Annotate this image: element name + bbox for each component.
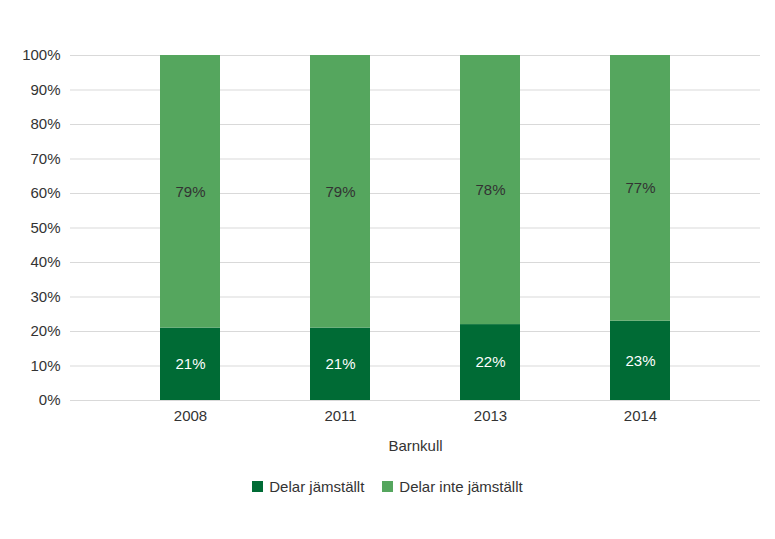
svg-text:70%: 70% <box>30 150 60 167</box>
svg-text:80%: 80% <box>30 115 60 132</box>
svg-text:23%: 23% <box>625 352 655 369</box>
html-text:Delar jämställt: Delar jämställt <box>269 478 365 495</box>
html-text:Delar inte jämställt: Delar inte jämställt <box>399 478 523 495</box>
svg-text:40%: 40% <box>30 253 60 270</box>
svg-text:Barnkull: Barnkull <box>388 437 442 454</box>
svg-text:22%: 22% <box>475 353 505 370</box>
svg-text:78%: 78% <box>475 181 505 198</box>
svg-text:30%: 30% <box>30 288 60 305</box>
svg-text:2011: 2011 <box>324 407 356 424</box>
svg-text:50%: 50% <box>30 219 60 236</box>
svg-text:0%: 0% <box>39 391 61 408</box>
svg-text:77%: 77% <box>625 179 655 196</box>
svg-text:100%: 100% <box>22 46 60 63</box>
svg-text:2008: 2008 <box>174 407 207 424</box>
svg-text:21%: 21% <box>175 355 205 372</box>
svg-text:20%: 20% <box>30 322 60 339</box>
svg-text:2013: 2013 <box>474 407 507 424</box>
svg-text:90%: 90% <box>30 81 60 98</box>
svg-text:79%: 79% <box>175 183 205 200</box>
svg-text:21%: 21% <box>325 355 355 372</box>
svg-text:79%: 79% <box>325 183 355 200</box>
svg-text:2014: 2014 <box>624 407 657 424</box>
svg-text:10%: 10% <box>30 357 60 374</box>
svg-text:60%: 60% <box>30 184 60 201</box>
